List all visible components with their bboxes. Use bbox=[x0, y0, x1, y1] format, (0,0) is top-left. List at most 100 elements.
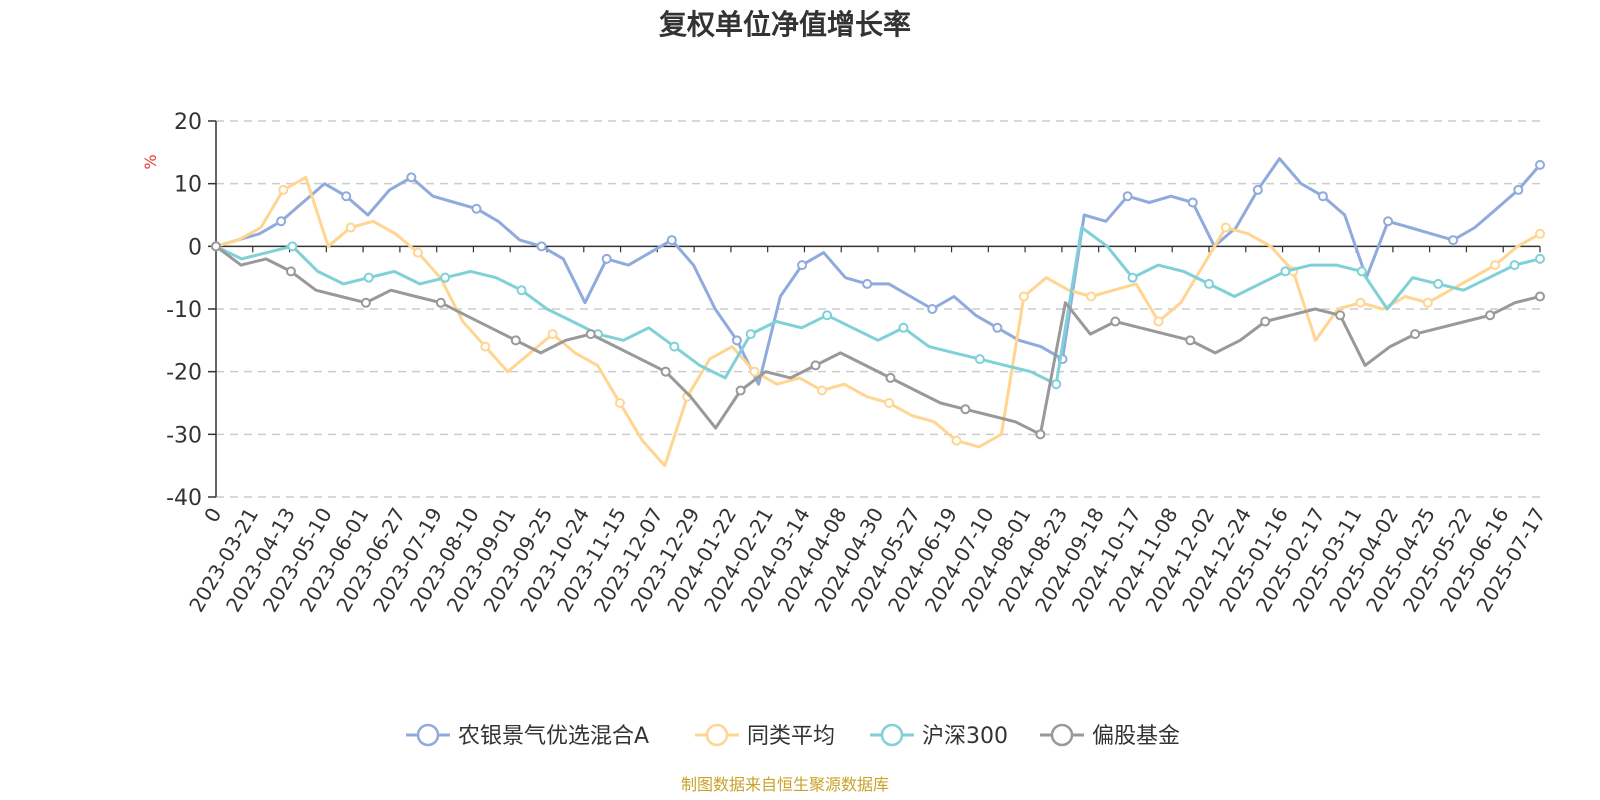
data-point bbox=[1513, 184, 1524, 195]
series-2 bbox=[211, 226, 1545, 390]
data-point bbox=[927, 304, 938, 314]
legend-item[interactable]: 农银景气优选混合A bbox=[406, 723, 649, 749]
y-tick-label: -10 bbox=[166, 298, 202, 323]
data-point bbox=[1410, 329, 1421, 340]
data-point bbox=[1535, 291, 1545, 302]
data-point bbox=[1035, 429, 1046, 440]
y-tick-label: 10 bbox=[174, 173, 202, 198]
data-point bbox=[1355, 297, 1366, 308]
x-axis-ticks: 02023-03-212023-04-132023-05-102023-06-0… bbox=[184, 246, 1550, 616]
data-point bbox=[1335, 310, 1346, 321]
data-point bbox=[822, 310, 833, 321]
data-point bbox=[345, 222, 356, 233]
data-point bbox=[862, 278, 873, 289]
data-point bbox=[435, 297, 446, 308]
data-point bbox=[749, 366, 760, 377]
data-point bbox=[1260, 316, 1271, 327]
data-point bbox=[1127, 272, 1138, 283]
y-tick-label: -40 bbox=[166, 486, 202, 511]
data-point bbox=[1448, 235, 1459, 246]
legend-label: 农银景气优选混合A bbox=[458, 724, 649, 749]
data-point bbox=[797, 260, 808, 271]
legend-marker bbox=[1050, 723, 1074, 747]
data-point bbox=[406, 172, 417, 183]
data-point bbox=[440, 272, 451, 283]
data-point bbox=[898, 322, 909, 333]
data-point bbox=[745, 329, 756, 340]
data-point bbox=[278, 184, 289, 195]
data-point bbox=[1153, 316, 1164, 327]
data-point bbox=[614, 398, 625, 408]
x-tick-label: 0 bbox=[199, 504, 226, 527]
legend: 农银景气优选混合A 同类平均 沪深300 偏股基金 bbox=[406, 723, 1180, 749]
data-point bbox=[1110, 316, 1121, 327]
data-point bbox=[1086, 291, 1097, 302]
y-tick-label: -20 bbox=[166, 361, 202, 386]
series-3 bbox=[211, 241, 1545, 440]
legend-label: 同类平均 bbox=[747, 724, 835, 749]
data-point bbox=[536, 241, 547, 252]
data-point bbox=[1509, 260, 1520, 271]
data-point bbox=[992, 322, 1003, 333]
data-point bbox=[1535, 228, 1545, 239]
legend-marker bbox=[880, 723, 904, 747]
data-point bbox=[585, 329, 596, 340]
data-point bbox=[211, 241, 221, 252]
data-point bbox=[1185, 335, 1196, 346]
data-point bbox=[471, 203, 482, 214]
series-line bbox=[215, 157, 1542, 386]
data-point bbox=[1018, 291, 1029, 302]
series-0 bbox=[211, 157, 1545, 386]
data-point bbox=[1204, 278, 1214, 289]
data-point bbox=[360, 297, 371, 308]
data-point bbox=[1280, 266, 1291, 277]
data-point bbox=[960, 404, 971, 415]
data-point bbox=[480, 341, 491, 352]
data-point bbox=[1383, 216, 1394, 227]
series-line bbox=[215, 226, 1541, 386]
data-point bbox=[287, 241, 298, 252]
data-point bbox=[666, 235, 677, 246]
data-point bbox=[885, 372, 896, 383]
data-point bbox=[1535, 253, 1545, 264]
data-point bbox=[974, 354, 985, 365]
data-point bbox=[285, 266, 296, 277]
legend-marker bbox=[416, 723, 440, 747]
data-point bbox=[1485, 310, 1496, 321]
data-point bbox=[735, 385, 746, 396]
data-point bbox=[1535, 159, 1545, 170]
data-point bbox=[1187, 197, 1198, 208]
data-point bbox=[1490, 260, 1501, 271]
data-point bbox=[1122, 191, 1133, 202]
legend-marker bbox=[705, 723, 729, 747]
data-point bbox=[1422, 297, 1433, 308]
data-source-note: 制图数据来自恒生聚源数据库 bbox=[681, 775, 889, 794]
data-point bbox=[1051, 379, 1062, 390]
data-point bbox=[731, 335, 742, 346]
series-lines bbox=[211, 157, 1545, 468]
data-point bbox=[669, 341, 680, 352]
legend-item[interactable]: 同类平均 bbox=[695, 723, 835, 749]
chart-title: 复权单位净值增长率 bbox=[659, 8, 911, 41]
legend-item[interactable]: 偏股基金 bbox=[1040, 723, 1180, 749]
data-point bbox=[510, 335, 521, 346]
data-point bbox=[601, 253, 612, 264]
data-point bbox=[341, 191, 352, 202]
y-axis-ticks: 20 10 0 -10 -20 -30 -40 bbox=[166, 110, 216, 511]
legend-item[interactable]: 沪深300 bbox=[870, 723, 1008, 749]
data-point bbox=[1356, 266, 1367, 277]
data-point bbox=[1220, 222, 1231, 233]
data-point bbox=[660, 366, 671, 377]
data-point bbox=[412, 247, 423, 258]
data-point bbox=[547, 329, 558, 340]
data-point bbox=[516, 285, 527, 296]
series-line bbox=[215, 175, 1541, 468]
data-point bbox=[810, 360, 821, 371]
legend-label: 偏股基金 bbox=[1092, 724, 1180, 749]
data-point bbox=[1433, 278, 1444, 289]
series-1 bbox=[211, 175, 1545, 468]
y-axis-unit: % bbox=[141, 154, 160, 169]
y-tick-label: -30 bbox=[166, 423, 202, 448]
data-point bbox=[1317, 191, 1328, 202]
